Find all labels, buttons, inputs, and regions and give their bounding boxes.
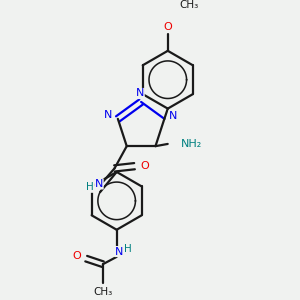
Text: O: O <box>73 251 81 261</box>
Text: CH₃: CH₃ <box>93 287 112 297</box>
Text: CH₃: CH₃ <box>179 0 199 10</box>
Text: N: N <box>104 110 113 121</box>
Text: N: N <box>136 88 144 98</box>
Text: N: N <box>169 111 177 121</box>
Text: H: H <box>86 182 94 192</box>
Text: O: O <box>140 161 149 171</box>
Text: N: N <box>95 179 103 189</box>
Text: O: O <box>164 22 172 32</box>
Text: N: N <box>115 247 123 256</box>
Text: H: H <box>124 244 132 254</box>
Text: NH₂: NH₂ <box>181 139 202 149</box>
